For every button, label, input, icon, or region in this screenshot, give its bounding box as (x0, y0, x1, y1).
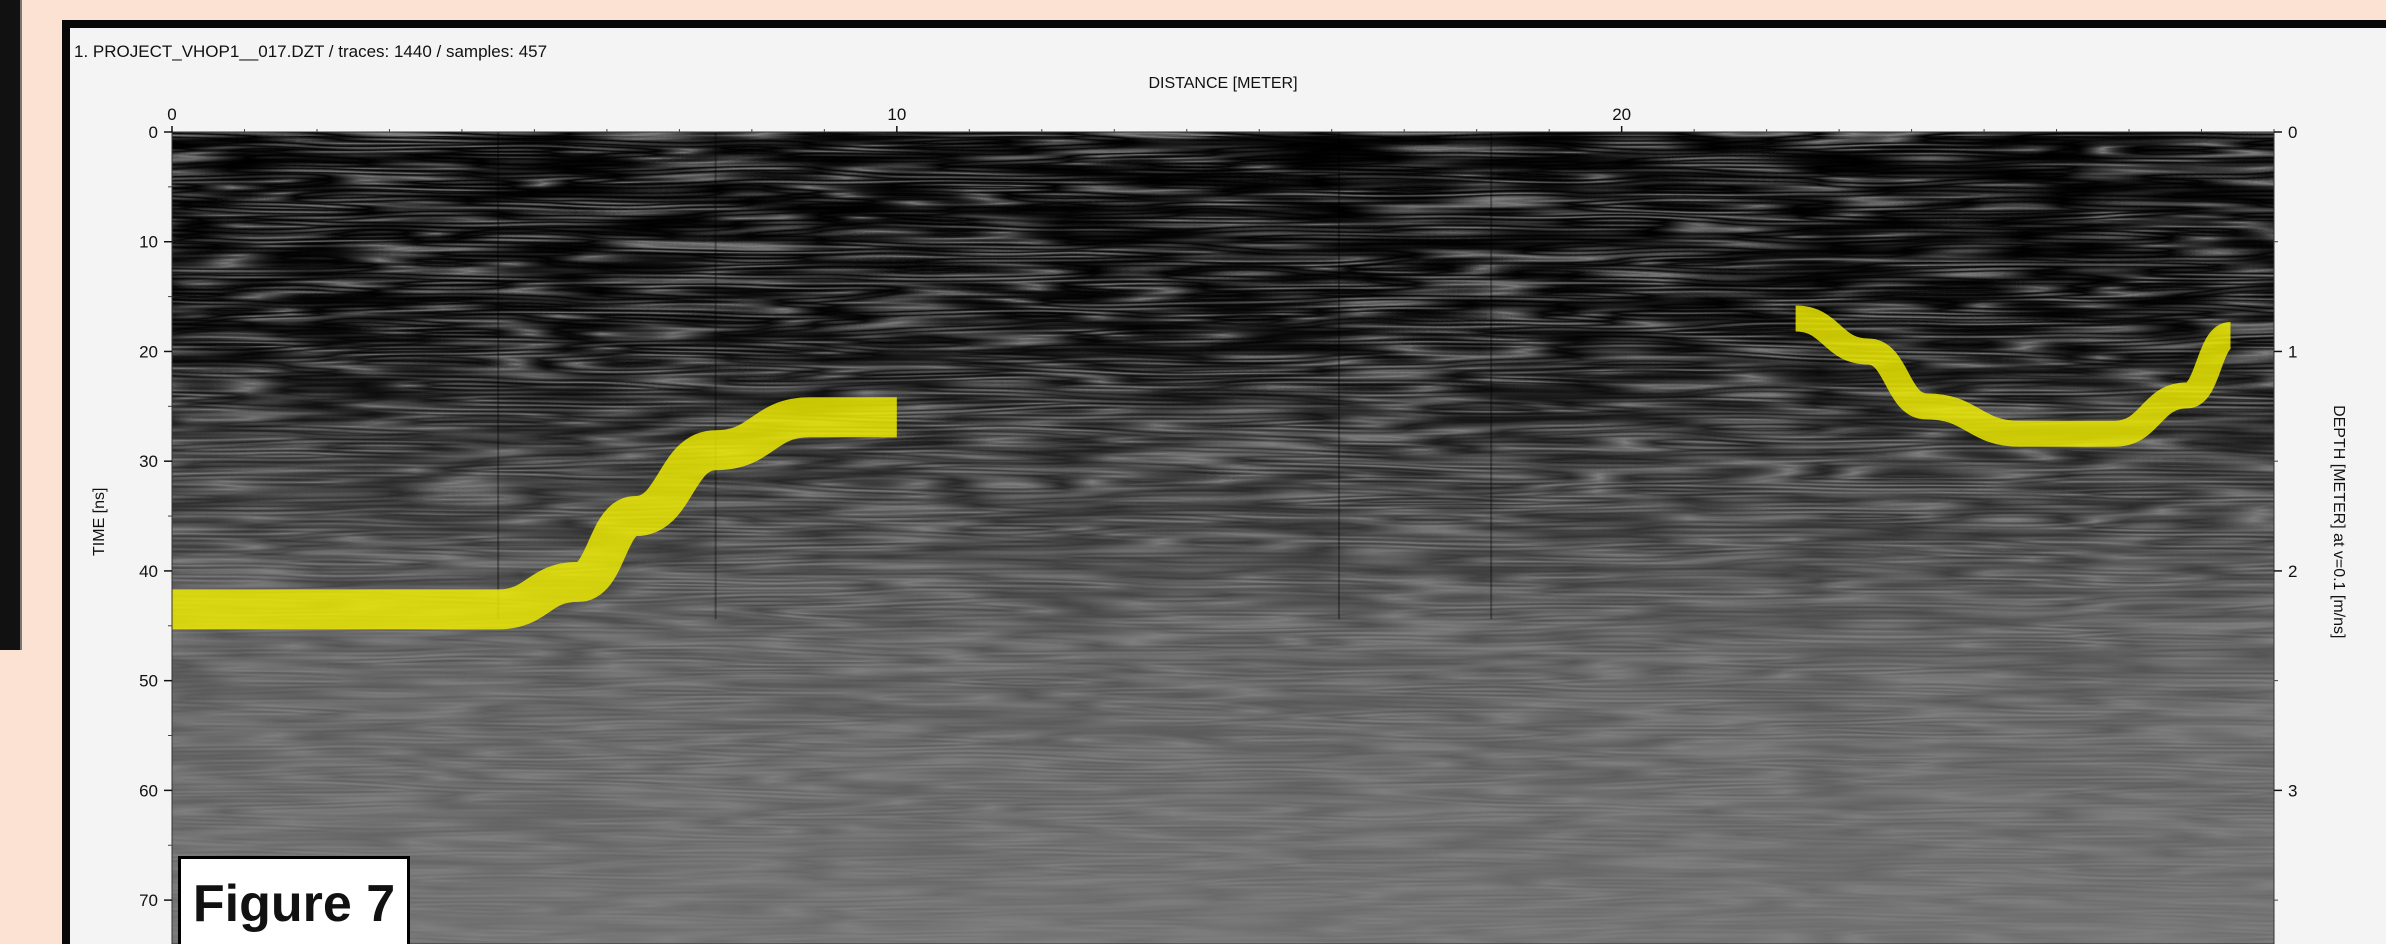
y-tick-label: 20 (139, 342, 158, 361)
y2-axis-title: DEPTH [METER] at v=0.1 [m/ns] (2330, 405, 2347, 638)
x-tick-label: 10 (887, 105, 906, 124)
radargram-texture-light (172, 136, 2274, 944)
highlight-layer (172, 305, 2234, 630)
figure-label-box: Figure 7 (178, 856, 410, 944)
y2-tick-label: 2 (2288, 562, 2297, 581)
y-tick-label: 40 (139, 562, 158, 581)
y2-tick-label: 3 (2288, 781, 2297, 800)
x-tick-label: 0 (167, 105, 176, 124)
x-tick-label: 20 (1612, 105, 1631, 124)
left-window-frame (0, 0, 22, 650)
y-tick-label: 50 (139, 672, 158, 691)
y-tick-label: 30 (139, 452, 158, 471)
radargram-viewer[interactable]: 1. PROJECT_VHOP1__017.DZT / traces: 1440… (70, 28, 2386, 944)
y-tick-label: 0 (149, 123, 158, 142)
y2-tick-label: 0 (2288, 123, 2297, 142)
highlight-band (172, 397, 897, 630)
y-tick-label: 70 (139, 891, 158, 910)
radargram-image (172, 132, 2274, 944)
gpr-viewer-window: 1. PROJECT_VHOP1__017.DZT / traces: 1440… (62, 20, 2386, 944)
plot-frame (171, 131, 2275, 944)
axes: 0 10 20 0 10 20 30 40 50 60 70 0 1 2 3 (139, 105, 2297, 944)
figure-label: Figure 7 (192, 875, 396, 933)
y-tick-label: 10 (139, 233, 158, 252)
highlight-band (1794, 305, 2234, 447)
file-info-label: 1. PROJECT_VHOP1__017.DZT / traces: 1440… (74, 42, 548, 61)
x-axis-title: DISTANCE [METER] (1148, 75, 1297, 92)
y-tick-label: 60 (139, 781, 158, 800)
y-axis-title: TIME [ns] (91, 488, 108, 556)
radargram-chart[interactable]: DISTANCE [METER] TIME [ns] DEPTH [METER]… (70, 28, 2386, 944)
y2-tick-label: 1 (2288, 342, 2297, 361)
